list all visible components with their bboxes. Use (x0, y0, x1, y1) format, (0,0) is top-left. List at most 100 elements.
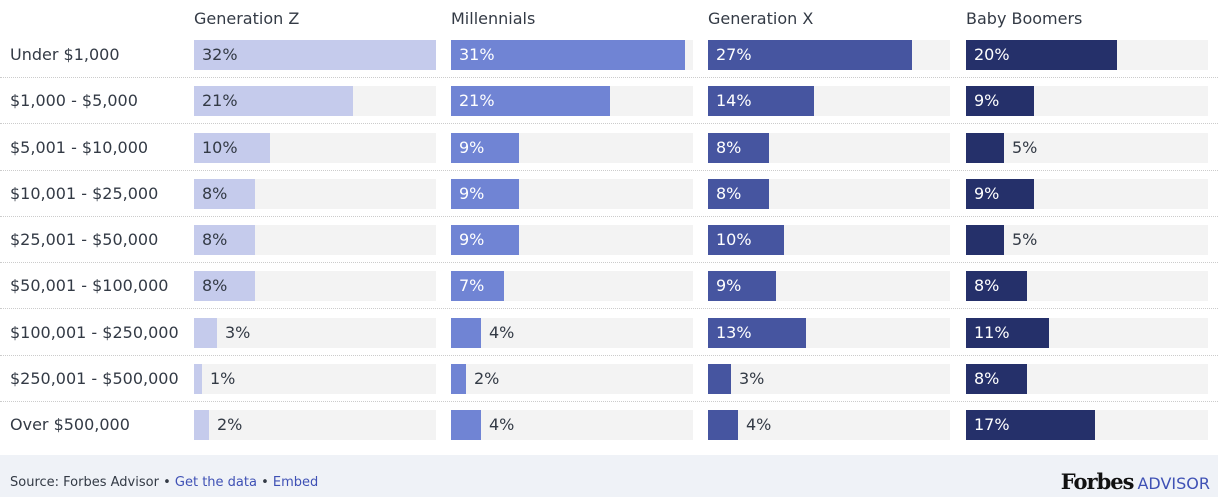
row-separator (0, 77, 1218, 78)
row-label: $1,000 - $5,000 (10, 91, 138, 111)
bar-value-label: 8% (716, 137, 742, 157)
bar (708, 363, 731, 394)
source-line: Source: Forbes Advisor • Get the data • … (10, 475, 318, 490)
bar-value-label: 8% (974, 276, 1000, 296)
bar-value-label: 5% (1012, 137, 1038, 157)
bar-value-label: 21% (202, 91, 238, 111)
bar-value-label: 8% (202, 183, 228, 203)
bar-value-label: 10% (202, 137, 238, 157)
bar-track: 9% (708, 271, 950, 302)
bar-track: 2% (194, 410, 436, 440)
bar-track: 32% (194, 40, 436, 70)
row-label: Under $1,000 (10, 45, 120, 64)
forbes-advisor-logo: Forbes ADVISOR (1061, 469, 1210, 494)
bar-track: 5% (966, 225, 1208, 255)
bar-track: 10% (708, 225, 950, 255)
bar-track: 8% (708, 132, 950, 163)
row-label: Over $500,000 (10, 415, 130, 434)
bar-track: 4% (451, 410, 693, 440)
bar (194, 410, 209, 440)
bar-track: 5% (966, 132, 1208, 163)
embed-link[interactable]: Embed (272, 475, 319, 490)
bar (708, 86, 814, 117)
bar-track: 21% (194, 86, 436, 117)
bar-value-label: 32% (202, 45, 238, 64)
bar-value-label: 27% (716, 45, 752, 64)
bar (966, 410, 1095, 440)
bar-value-label: 21% (459, 91, 495, 111)
bar (708, 271, 776, 302)
bar-value-label: 13% (716, 322, 752, 342)
bar (708, 317, 806, 348)
bar-value-label: 4% (746, 415, 772, 434)
bar (194, 225, 255, 255)
bar-value-label: 8% (716, 183, 742, 203)
bar (194, 40, 436, 70)
bar-track: 2% (451, 363, 693, 394)
bar-value-label: 20% (974, 45, 1010, 64)
bar-track: 8% (194, 225, 436, 255)
row-label: $250,001 - $500,000 (10, 368, 179, 388)
bar-value-label: 10% (716, 230, 752, 249)
get-the-data-link[interactable]: Get the data (174, 475, 257, 490)
bar-track: 9% (451, 225, 693, 255)
bar-track: 4% (451, 317, 693, 348)
bar-value-label: 2% (474, 368, 500, 388)
footer: Source: Forbes Advisor • Get the data • … (0, 455, 1218, 497)
bar (194, 271, 255, 302)
bar-chart: Generation Z Millennials Generation X Baby … (0, 9, 1218, 440)
row-label: $10,001 - $25,000 (10, 183, 159, 203)
bar-value-label: 8% (202, 230, 228, 249)
bar-track: 10% (194, 132, 436, 163)
bar-track: 20% (966, 40, 1208, 70)
bar (451, 410, 481, 440)
bar-value-label: 3% (225, 322, 251, 342)
bar-track: 9% (966, 86, 1208, 117)
bar (966, 363, 1027, 394)
bar-value-label: 9% (974, 91, 1000, 111)
bar-track: 14% (708, 86, 950, 117)
bar (708, 40, 912, 70)
bar-track: 7% (451, 271, 693, 302)
bar-value-label: 4% (489, 322, 515, 342)
bar (194, 178, 255, 209)
bar (451, 225, 519, 255)
bar (451, 132, 519, 163)
bar (194, 317, 217, 348)
bar-track: 8% (966, 271, 1208, 302)
row-separator (0, 308, 1218, 310)
row-separator (0, 400, 1218, 402)
row-separator (0, 215, 1218, 217)
row-separator (0, 262, 1218, 263)
bar-track: 3% (708, 363, 950, 394)
bar-track: 8% (966, 363, 1208, 394)
bar-value-label: 9% (716, 276, 742, 296)
column-header-2: Generation X (708, 9, 814, 28)
row-label: $100,001 - $250,000 (10, 322, 179, 342)
source-text: Source: Forbes Advisor (10, 475, 159, 490)
bar-value-label: 7% (459, 276, 485, 296)
bar (194, 363, 202, 394)
bar-track: 11% (966, 317, 1208, 348)
bar (708, 132, 769, 163)
bar (966, 132, 1004, 163)
bar-value-label: 11% (974, 322, 1010, 342)
bar-value-label: 5% (1012, 230, 1038, 249)
bar-track: 9% (451, 132, 693, 163)
bar-value-label: 8% (974, 368, 1000, 388)
bar (966, 40, 1117, 70)
bar (194, 132, 270, 163)
bar (451, 271, 504, 302)
logo-advisor: ADVISOR (1137, 474, 1210, 493)
row-separator (0, 354, 1218, 356)
bar-track: 21% (451, 86, 693, 117)
logo-forbes: Forbes (1060, 469, 1135, 494)
bar (708, 178, 769, 209)
bar-value-label: 9% (974, 183, 1000, 203)
bar-value-label: 9% (459, 137, 485, 157)
bar-track: 9% (451, 178, 693, 209)
bar (451, 40, 685, 70)
row-label: $5,001 - $10,000 (10, 137, 149, 157)
bar-track: 4% (708, 410, 950, 440)
bar (451, 86, 610, 117)
